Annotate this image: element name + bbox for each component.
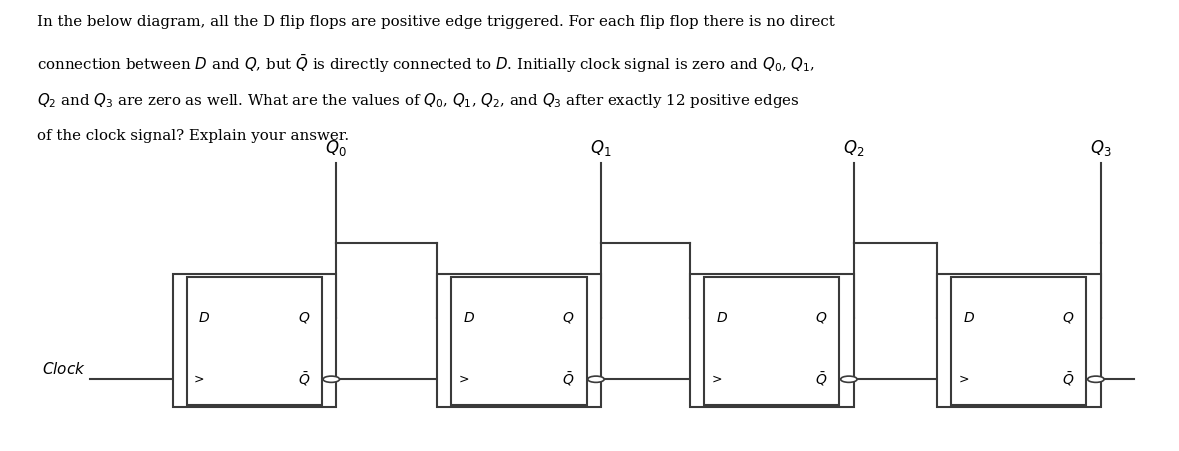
FancyBboxPatch shape: [690, 274, 854, 407]
Text: $D$: $D$: [716, 311, 727, 325]
Text: of the clock signal? Explain your answer.: of the clock signal? Explain your answer…: [37, 129, 349, 143]
FancyBboxPatch shape: [951, 277, 1087, 405]
Text: $>$: $>$: [456, 373, 469, 386]
Text: $>$: $>$: [709, 373, 723, 386]
Text: $D$: $D$: [463, 311, 475, 325]
Text: $Q_2$ and $Q_3$ are zero as well. What are the values of $Q_0$, $Q_1$, $Q_2$, an: $Q_2$ and $Q_3$ are zero as well. What a…: [37, 91, 799, 110]
Text: $\bar{Q}$: $\bar{Q}$: [562, 370, 575, 388]
Text: $Q$: $Q$: [816, 310, 828, 326]
Text: $Q_2$: $Q_2$: [843, 138, 864, 158]
Text: $Q$: $Q$: [1062, 310, 1075, 326]
Text: $D$: $D$: [198, 311, 210, 325]
Circle shape: [323, 376, 340, 382]
Circle shape: [588, 376, 604, 382]
Text: $>$: $>$: [191, 373, 205, 386]
Text: $D$: $D$: [963, 311, 975, 325]
FancyBboxPatch shape: [937, 274, 1100, 407]
Text: $Q_0$: $Q_0$: [325, 138, 347, 158]
Text: In the below diagram, all the D flip flops are positive edge triggered. For each: In the below diagram, all the D flip flo…: [37, 15, 835, 29]
FancyBboxPatch shape: [704, 277, 839, 405]
Text: $\bar{Q}$: $\bar{Q}$: [298, 370, 310, 388]
Text: $Q_3$: $Q_3$: [1089, 138, 1112, 158]
Text: $Clock$: $Clock$: [42, 361, 86, 377]
FancyBboxPatch shape: [186, 277, 322, 405]
Text: $\bar{Q}$: $\bar{Q}$: [816, 370, 828, 388]
Text: $Q$: $Q$: [298, 310, 310, 326]
Text: $Q_1$: $Q_1$: [590, 138, 612, 158]
FancyBboxPatch shape: [452, 277, 587, 405]
Circle shape: [841, 376, 857, 382]
Text: connection between $D$ and $Q$, but $\bar{Q}$ is directly connected to $D$. Init: connection between $D$ and $Q$, but $\ba…: [37, 53, 815, 75]
Text: $Q$: $Q$: [562, 310, 575, 326]
Text: $\bar{Q}$: $\bar{Q}$: [1062, 370, 1075, 388]
Circle shape: [1088, 376, 1104, 382]
FancyBboxPatch shape: [172, 274, 336, 407]
FancyBboxPatch shape: [437, 274, 600, 407]
Text: $>$: $>$: [956, 373, 969, 386]
